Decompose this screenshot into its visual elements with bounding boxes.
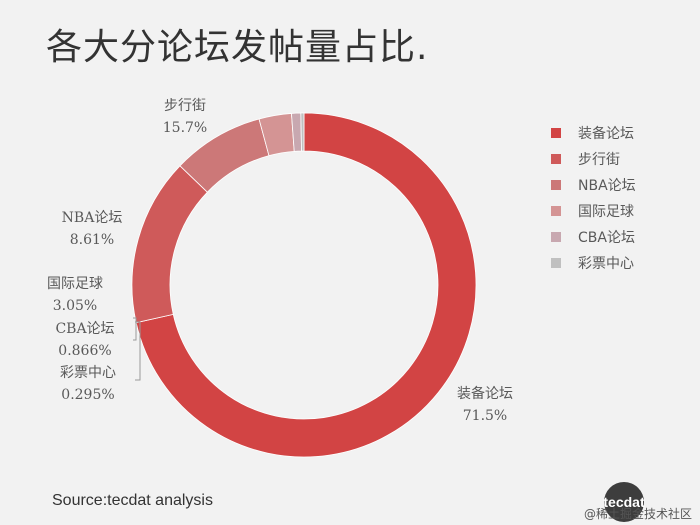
- legend-swatch-6: [551, 258, 561, 268]
- legend-label-3: NBA论坛: [578, 178, 636, 194]
- watermark-credit: @稀土掘金技术社区: [583, 507, 692, 521]
- legend-swatch-2: [551, 154, 561, 164]
- legend-swatch-5: [551, 232, 561, 242]
- data-label-name-6: 彩票中心: [60, 365, 116, 381]
- tecdat-logo: tecdat: [603, 482, 645, 522]
- data-label-name-1: 装备论坛: [457, 385, 513, 402]
- data-label-name-3: NBA论坛: [62, 210, 123, 226]
- legend-swatch-1: [551, 128, 561, 138]
- data-label-value-3: 8.61%: [70, 232, 114, 248]
- legend-label-5: CBA论坛: [578, 230, 635, 246]
- chart-title: 各大分论坛发帖量占比.: [46, 27, 429, 68]
- data-label-value-2: 15.7%: [163, 120, 207, 136]
- leader-line-lottery: [135, 321, 141, 381]
- donut-slice-2: [131, 165, 208, 324]
- data-label-value-6: 0.295%: [61, 387, 114, 403]
- legend-label-6: 彩票中心: [578, 256, 634, 272]
- data-label-name-4: 国际足球: [47, 276, 103, 292]
- data-label-name-2: 步行街: [164, 98, 206, 114]
- donut-slice-6: [300, 112, 305, 152]
- data-label-value-1: 71.5%: [463, 408, 507, 424]
- legend-swatch-4: [551, 206, 561, 216]
- legend-label-4: 国际足球: [578, 204, 634, 220]
- leader-line-cba: [133, 317, 137, 341]
- legend-swatch-3: [551, 180, 561, 190]
- source-note: Source:tecdat analysis: [52, 492, 213, 509]
- data-label-value-5: 0.866%: [58, 343, 111, 359]
- data-label-value-4: 3.05%: [53, 298, 97, 314]
- data-label-name-5: CBA论坛: [55, 321, 114, 337]
- legend-label-1: 装备论坛: [578, 125, 634, 142]
- legend-label-2: 步行街: [578, 152, 620, 168]
- donut-slice-1: [135, 112, 477, 458]
